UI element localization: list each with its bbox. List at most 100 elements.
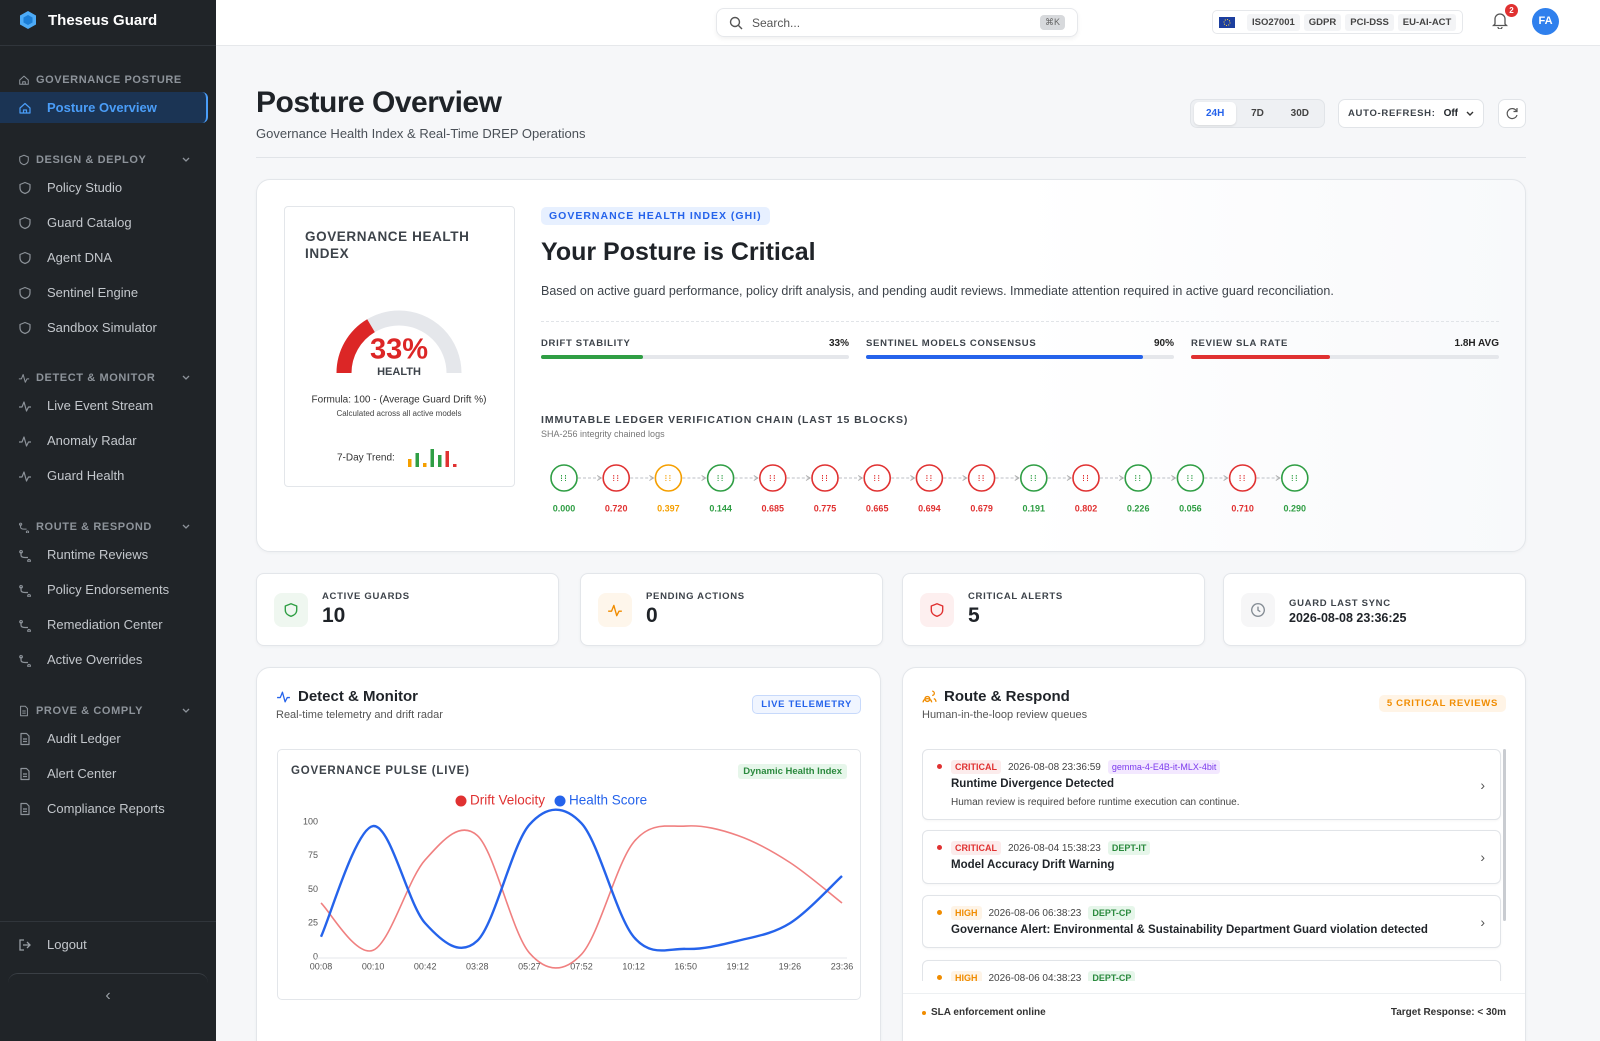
- review-tag: DEPT-CP: [1088, 906, 1136, 920]
- collapse-button[interactable]: ‹: [8, 973, 208, 1021]
- panel-badge: LIVE TELEMETRY: [752, 695, 861, 714]
- stat-card: GUARD LAST SYNC 2026-08-08 23:36:25: [1223, 573, 1526, 646]
- x-tick-label: 23:36: [831, 961, 854, 971]
- refresh-button[interactable]: [1498, 99, 1526, 128]
- nav-item[interactable]: Live Event Stream: [0, 388, 216, 423]
- icon-path: [19, 216, 31, 229]
- icon-path: [19, 400, 31, 412]
- logout[interactable]: Logout: [0, 927, 216, 962]
- severity: CRITICAL: [951, 841, 1001, 855]
- review-time: 2026-08-06 04:38:23: [988, 972, 1082, 982]
- icon-path: [18, 374, 30, 383]
- nav-item[interactable]: Active Overrides: [0, 642, 216, 677]
- ledger-value: 0.290: [1284, 503, 1307, 513]
- stat-icon: [274, 593, 308, 627]
- review-card[interactable]: HIGH 2026-08-06 06:38:23 DEPT-CP Governance…: [922, 895, 1501, 948]
- panel-subtitle: Real-time telemetry and drift radar: [276, 709, 443, 721]
- nav-item-label: Remediation Center: [47, 617, 163, 632]
- ledger-block: [1124, 464, 1153, 492]
- nav-item[interactable]: Guard Health: [0, 458, 216, 493]
- trend-bar: [430, 449, 434, 467]
- refresh-icon: [1506, 107, 1518, 120]
- avatar[interactable]: FA: [1532, 8, 1559, 35]
- nav-item[interactable]: Alert Center: [0, 756, 216, 791]
- ledger-block: [863, 464, 892, 492]
- chevron: [1466, 111, 1474, 116]
- range-option[interactable]: 7D: [1251, 108, 1264, 119]
- stat-label: GUARD LAST SYNC: [1289, 598, 1391, 609]
- stat-value: 2026-08-08 23:36:25: [1289, 611, 1407, 625]
- metric-value: 90%: [1153, 338, 1174, 349]
- series-line: [320, 825, 843, 969]
- footer-text: SLA enforcement online: [931, 1007, 1046, 1018]
- auto-refresh[interactable]: AUTO-REFRESH: Off: [1338, 99, 1484, 128]
- review-meta: HIGH 2026-08-06 04:38:23 DEPT-CP: [951, 971, 1136, 982]
- y-tick-label: 75: [308, 850, 318, 860]
- stat-card: ACTIVE GUARDS 10: [256, 573, 559, 646]
- chevron: ›: [1480, 913, 1485, 930]
- nav-item-label: Guard Catalog: [47, 215, 132, 230]
- review-card[interactable]: CRITICAL 2026-08-08 23:36:59 gemma-4-E4B-i…: [922, 749, 1501, 820]
- y-tick-label: 25: [308, 918, 318, 928]
- nav-section-header: GOVERNANCE POSTURE: [0, 70, 216, 90]
- icon: [19, 470, 31, 482]
- block-icon: [1135, 475, 1141, 481]
- legend-swatch: [554, 795, 566, 807]
- ledger-block: [1019, 464, 1048, 492]
- brand[interactable]: Theseus Guard: [18, 10, 157, 30]
- range-option[interactable]: 30D: [1290, 108, 1309, 119]
- severity: HIGH: [951, 971, 982, 981]
- nav-item-label: Compliance Reports: [47, 801, 165, 816]
- nav-item[interactable]: Guard Catalog: [0, 205, 216, 240]
- nav-item[interactable]: Agent DNA: [0, 240, 216, 275]
- nav-item[interactable]: Runtime Reviews: [0, 537, 216, 572]
- severity-dot: [937, 910, 942, 915]
- icon: [19, 400, 31, 412]
- panel-title: Detect & Monitor: [298, 688, 418, 705]
- chart-tag: Dynamic Health Index: [738, 764, 847, 779]
- nav-item[interactable]: Policy Endorsements: [0, 572, 216, 607]
- ghi-card: GOVERNANCE HEALTH INDEX 33% HEALTH Formula:…: [256, 179, 1526, 552]
- panel-header: Detect & Monitor: [276, 688, 418, 705]
- chevron-path: [182, 375, 190, 380]
- search-box[interactable]: Search... ⌘K: [716, 8, 1078, 37]
- nav-item[interactable]: Remediation Center: [0, 607, 216, 642]
- x-tick-label: 19:26: [779, 961, 802, 971]
- nav-item[interactable]: Policy Studio: [0, 170, 216, 205]
- nav-item[interactable]: Compliance Reports: [0, 791, 216, 826]
- nav-item-label: Policy Studio: [47, 180, 123, 195]
- nav-item[interactable]: Anomaly Radar: [0, 423, 216, 458]
- block-icon: [1239, 475, 1245, 481]
- ledger-block: [967, 464, 996, 492]
- metric-bar: [541, 355, 643, 359]
- nav-item[interactable]: Sentinel Engine: [0, 275, 216, 310]
- icon: [19, 154, 29, 166]
- ledger-value: 0.694: [918, 503, 941, 513]
- nav-item-active[interactable]: Posture Overview: [0, 92, 208, 123]
- icon: [19, 75, 29, 85]
- icon: [922, 690, 937, 703]
- trend-bar: [415, 453, 419, 467]
- icon: [19, 619, 31, 632]
- ledger-value: 0.685: [762, 503, 785, 513]
- panel-badge: 5 CRITICAL REVIEWS: [1378, 695, 1506, 712]
- bell-icon[interactable]: [1492, 11, 1508, 29]
- chain-arrow: [649, 475, 655, 481]
- nav-section-header: DESIGN & DEPLOY: [0, 150, 216, 170]
- divider: [256, 157, 1526, 158]
- review-card[interactable]: CRITICAL 2026-08-04 15:38:23 DEPT-IT Model …: [922, 830, 1501, 884]
- range-option[interactable]: 24H: [1194, 102, 1237, 125]
- notification-count: 2: [1505, 4, 1518, 17]
- ledger-block: [1228, 464, 1257, 492]
- review-card[interactable]: HIGH 2026-08-06 04:38:23 DEPT-CP ›: [922, 960, 1501, 981]
- metric-track: [866, 355, 1174, 359]
- nav-item-label: Anomaly Radar: [47, 433, 137, 448]
- chevron-path: [182, 524, 190, 529]
- nav-item[interactable]: Audit Ledger: [0, 721, 216, 756]
- review-meta: CRITICAL 2026-08-08 23:36:59 gemma-4-E4B-i…: [951, 760, 1221, 774]
- trend-bar: [408, 459, 412, 467]
- nav-item[interactable]: Sandbox Simulator: [0, 310, 216, 345]
- nav-section-header: ROUTE & RESPOND: [0, 517, 216, 537]
- brand-logo: [20, 11, 36, 29]
- stat-icon: [1241, 593, 1275, 627]
